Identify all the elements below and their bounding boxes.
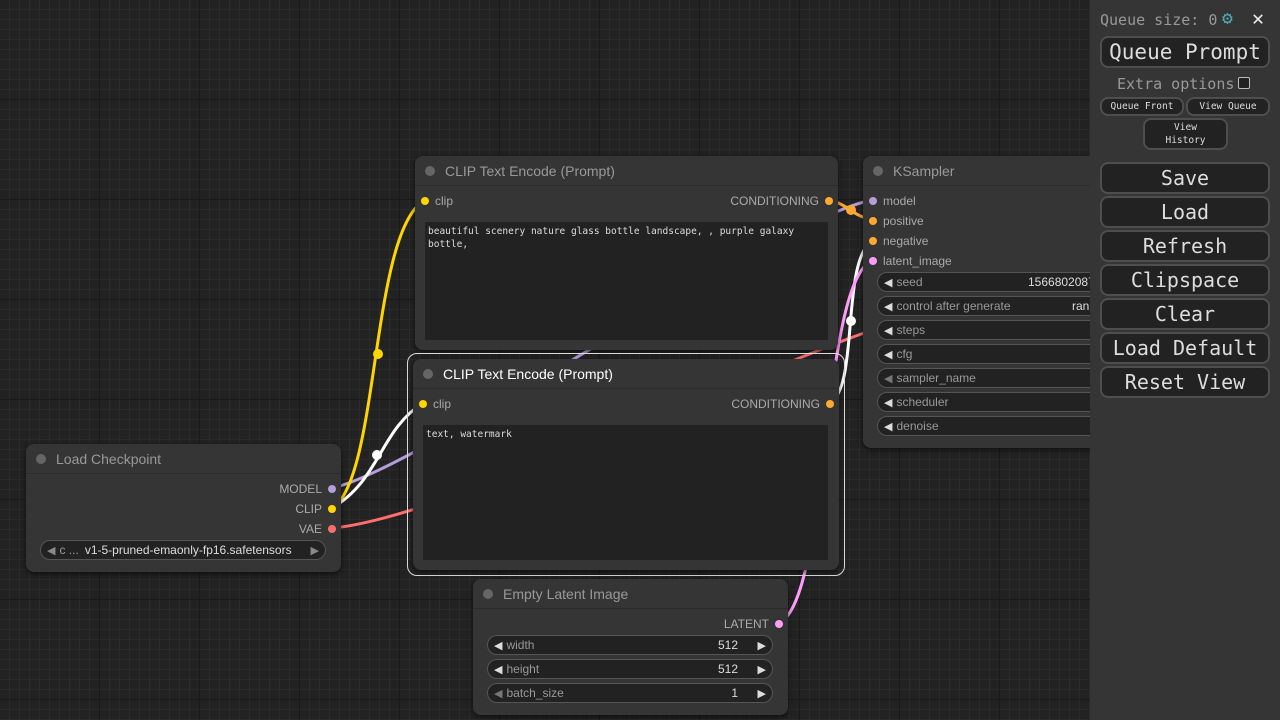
output-latent[interactable]: LATENT [724,617,783,631]
queue-size-label: Queue size: 0 [1100,11,1218,29]
node-title[interactable]: KSampler [863,156,1103,186]
node-title-text: CLIP Text Encode (Prompt) [445,162,615,179]
batch-size-widget[interactable]: ◀ batch_size 1 ▶ [487,683,773,703]
node-title[interactable]: CLIP Text Encode (Prompt) [413,359,839,389]
seed-widget[interactable]: ◀ seed 1566802087 [877,272,1117,292]
node-title-text: Empty Latent Image [503,585,629,602]
prompt-textarea[interactable]: text, watermark [423,425,828,560]
node-title[interactable]: CLIP Text Encode (Prompt) [415,156,838,186]
collapse-dot[interactable] [425,166,435,176]
refresh-button[interactable]: Refresh [1100,230,1270,262]
wire-midpoint [373,349,383,359]
cfg-widget[interactable]: ◀ cfg [877,344,1117,364]
clear-button[interactable]: Clear [1100,298,1270,330]
node-title[interactable]: Empty Latent Image [473,579,788,609]
save-button[interactable]: Save [1100,162,1270,194]
load-button[interactable]: Load [1100,196,1270,228]
node-title-text: CLIP Text Encode (Prompt) [443,365,613,382]
input-clip[interactable]: clip [421,194,453,208]
view-history-button[interactable]: View History [1143,118,1228,150]
clipspace-button[interactable]: Clipspace [1100,264,1270,296]
output-vae[interactable]: VAE [299,522,336,536]
load-checkpoint-node[interactable]: Load Checkpoint MODEL CLIP VAE ◀ c ... v1-… [26,444,341,572]
wire-midpoint [372,450,382,460]
view-queue-button[interactable]: View Queue [1186,97,1270,116]
queue-sidebar: Queue size: 0 ⚙ ✕ Queue Prompt Extra opt… [1090,0,1280,720]
wire-midpoint [846,316,856,326]
ksampler-node[interactable]: KSampler model positive negative latent_… [863,156,1117,448]
input-negative[interactable]: negative [869,234,928,248]
control-after-generate-widget[interactable]: ◀ control after generate ran [877,296,1117,316]
output-conditioning[interactable]: CONDITIONING [731,397,834,411]
queue-prompt-button[interactable]: Queue Prompt [1100,36,1270,68]
collapse-dot[interactable] [36,454,46,464]
scheduler-widget[interactable]: ◀ scheduler [877,392,1117,412]
prompt-textarea[interactable]: beautiful scenery nature glass bottle la… [425,222,828,340]
extra-options-checkbox[interactable] [1238,77,1250,89]
denoise-widget[interactable]: ◀ denoise [877,416,1117,436]
empty-latent-image-node[interactable]: Empty Latent Image LATENT ◀ width 512 ▶ ◀ he… [473,579,788,715]
clip-text-encode-positive-node[interactable]: CLIP Text Encode (Prompt) clip CONDITION… [415,156,838,350]
settings-gear-icon[interactable]: ⚙ [1222,8,1233,29]
height-widget[interactable]: ◀ height 512 ▶ [487,659,773,679]
close-icon[interactable]: ✕ [1252,6,1265,30]
collapse-dot[interactable] [423,369,433,379]
queue-front-button[interactable]: Queue Front [1100,97,1184,116]
input-clip[interactable]: clip [419,397,451,411]
collapse-dot[interactable] [483,589,493,599]
steps-widget[interactable]: ◀ steps [877,320,1117,340]
input-model[interactable]: model [869,194,916,208]
extra-options-label: Extra options [1117,75,1235,93]
load-default-button[interactable]: Load Default [1100,332,1270,364]
output-model[interactable]: MODEL [279,482,336,496]
node-title-text: KSampler [893,162,955,179]
node-title[interactable]: Load Checkpoint [26,444,341,474]
output-conditioning[interactable]: CONDITIONING [730,194,833,208]
input-positive[interactable]: positive [869,214,924,228]
ckpt-name-widget[interactable]: ◀ c ... v1-5-pruned-emaonly-fp16.safetenso… [40,540,326,560]
node-title-text: Load Checkpoint [56,450,162,467]
wire-midpoint [846,205,856,215]
collapse-dot[interactable] [873,166,883,176]
clip-text-encode-negative-node[interactable]: CLIP Text Encode (Prompt) clip CONDITION… [413,359,839,570]
sampler-name-widget[interactable]: ◀ sampler_name [877,368,1117,388]
reset-view-button[interactable]: Reset View [1100,366,1270,398]
input-latent-image[interactable]: latent_image [869,254,952,268]
output-clip[interactable]: CLIP [295,502,336,516]
width-widget[interactable]: ◀ width 512 ▶ [487,635,773,655]
selection-outline [407,353,845,576]
